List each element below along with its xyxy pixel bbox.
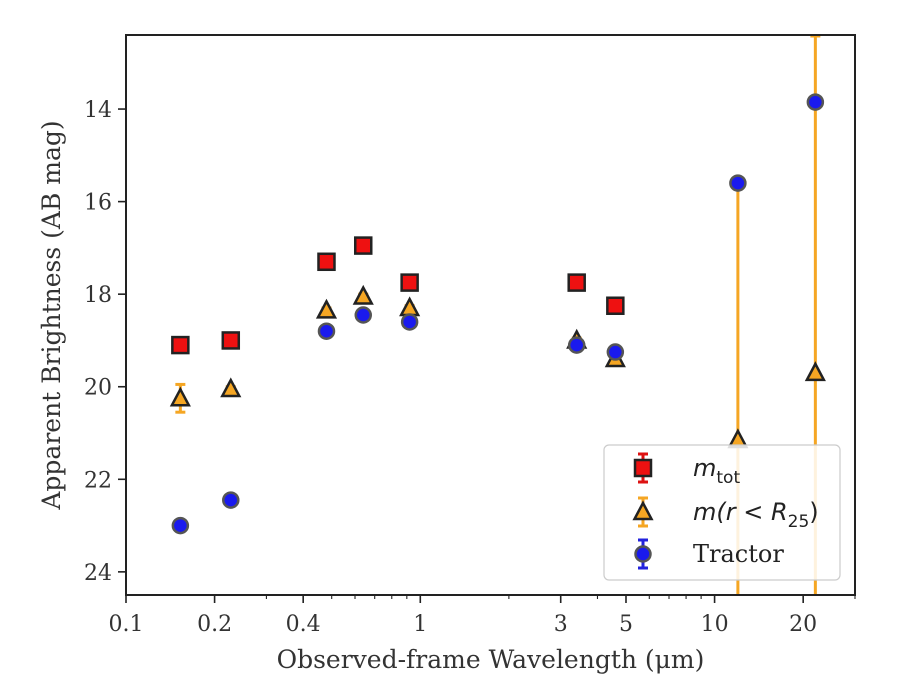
data-point-triangle (315, 298, 338, 319)
x-tick-label: 0.4 (286, 612, 321, 637)
y-tick-label: 20 (84, 376, 112, 401)
y-tick-label: 14 (84, 98, 112, 123)
data-point-circle (567, 336, 586, 354)
legend-marker-triangle (632, 500, 654, 521)
data-point-circle (729, 174, 747, 192)
x-tick-label: 0.1 (109, 612, 144, 637)
data-point-triangle (352, 284, 374, 305)
data-point-circle (222, 491, 240, 509)
x-tick-label: 5 (619, 612, 633, 637)
data-point-square (171, 335, 190, 355)
data-point-circle (400, 313, 419, 331)
x-axis-ticks: 0.1 0.2 0.4 1 3 5 10 20 (109, 595, 856, 637)
legend-label-main: m(r < R (693, 498, 788, 526)
data-point-triangle (169, 386, 191, 407)
legend-label-subscript: 25 (788, 512, 810, 532)
data-point-circle (606, 343, 625, 361)
data-point-square (221, 331, 241, 350)
legend-label-main: m (693, 454, 716, 482)
data-point-circle (354, 306, 373, 324)
data-point-circle (806, 93, 825, 111)
y-tick-label: 24 (84, 561, 112, 586)
legend-marker-circle (634, 545, 652, 563)
legend-label: Tractor (693, 540, 784, 568)
data-point-square (567, 273, 586, 292)
data-point-circle (317, 322, 336, 340)
y-axis-label: Apparent Brightness (AB mag) (37, 120, 66, 510)
data-point-square (317, 252, 336, 272)
legend-box (603, 444, 841, 581)
legend-label-subscript: tot (716, 468, 740, 488)
data-point-circle (171, 516, 190, 535)
x-tick-label: 1 (413, 612, 427, 637)
data-points (169, 93, 826, 535)
data-point-triangle (220, 377, 242, 398)
y-tick-label: 18 (84, 283, 112, 308)
legend-label: m(r < R25) (693, 498, 819, 532)
y-tick-label: 22 (84, 468, 112, 493)
y-tick-label: 16 (84, 191, 112, 216)
legend-label-text: Tractor (693, 540, 784, 568)
data-point-triangle (804, 361, 826, 382)
data-point-square (400, 273, 419, 292)
x-tick-label: 0.2 (197, 612, 232, 637)
x-tick-label: 3 (554, 612, 568, 637)
legend: mtot m(r < R25) Tractor (603, 444, 841, 581)
data-point-triangle (399, 296, 421, 317)
legend-label: mtot (693, 454, 740, 488)
data-point-square (606, 296, 625, 315)
x-axis-label: Observed-frame Wavelength (μm) (277, 645, 705, 674)
legend-label-close: ) (809, 498, 818, 526)
x-tick-label: 10 (701, 612, 729, 637)
plot-frame (125, 34, 856, 596)
legend-marker-square (633, 458, 653, 478)
data-point-square (354, 236, 373, 255)
y-axis-ticks: 14 16 18 20 22 24 (84, 98, 126, 586)
x-tick-label: 20 (789, 612, 817, 637)
